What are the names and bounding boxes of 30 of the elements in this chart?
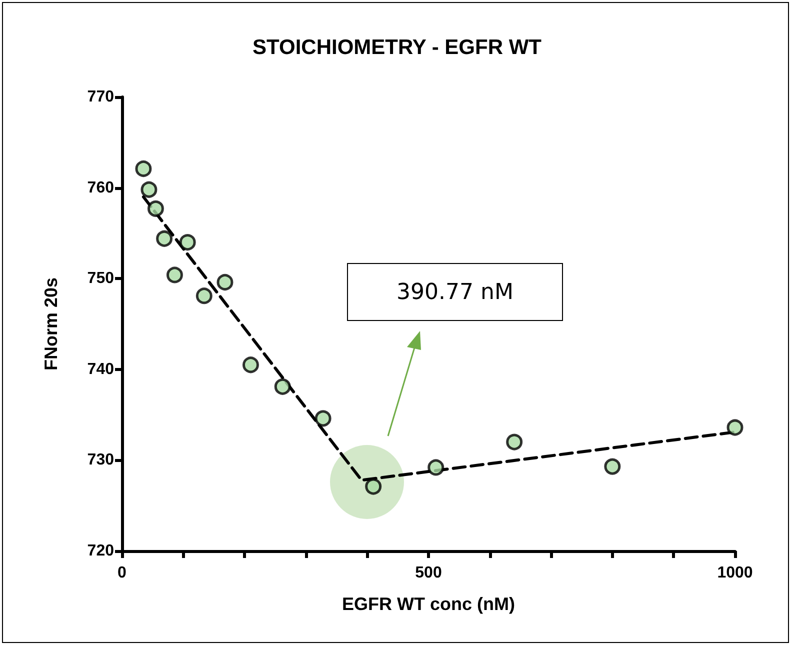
y-axis-title: FNorm 20s <box>41 277 61 371</box>
point <box>196 288 212 304</box>
point <box>135 160 152 177</box>
x-axis-title: EGFR WT conc (nM) <box>342 594 515 614</box>
point <box>365 478 382 495</box>
y-tick-label: 730 <box>87 452 114 469</box>
x-tick-label: 0 <box>118 564 127 582</box>
y-tick-label: 740 <box>87 360 114 378</box>
point <box>274 378 291 395</box>
y-tick-label: 770 <box>87 88 114 106</box>
text-box: 390.77 nM <box>347 263 563 321</box>
point <box>216 274 234 290</box>
point <box>140 181 158 198</box>
point <box>166 266 183 284</box>
annotation: 390.77 nM <box>396 280 514 304</box>
x-tick-label: 500 <box>415 564 442 582</box>
point <box>179 234 196 251</box>
point <box>726 419 744 436</box>
point <box>242 356 259 374</box>
y-tick-label: 720 <box>87 542 114 560</box>
x-tick-label: 1000 <box>717 564 753 582</box>
point <box>506 434 523 450</box>
point <box>147 200 164 217</box>
point <box>428 459 444 476</box>
chart-title: STOICHIOMETRY - EGFR WT <box>252 36 542 59</box>
point <box>604 458 621 475</box>
point <box>314 410 332 427</box>
y-tick-label: 750 <box>87 270 114 288</box>
y-tick-label: 760 <box>87 179 114 196</box>
point <box>156 230 173 247</box>
